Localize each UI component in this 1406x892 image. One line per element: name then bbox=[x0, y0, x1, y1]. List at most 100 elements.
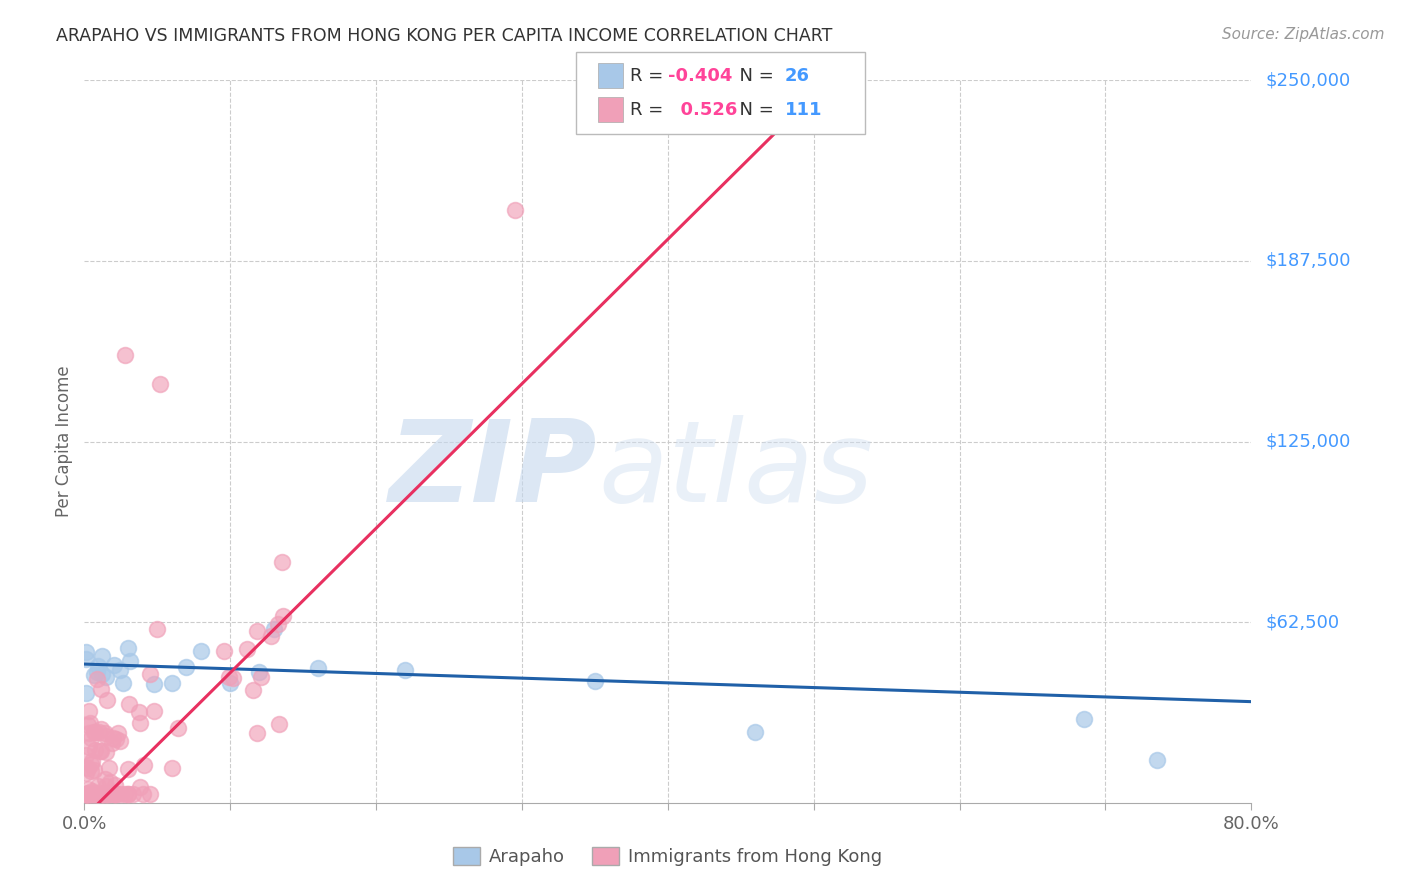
Point bbox=[143, 705, 166, 719]
Point bbox=[128, 780, 150, 794]
Point bbox=[94, 726, 117, 740]
Point bbox=[77, 762, 100, 776]
Point bbox=[222, 671, 245, 685]
Point bbox=[76, 787, 98, 801]
Point bbox=[83, 787, 105, 801]
Point bbox=[190, 644, 212, 658]
Point bbox=[75, 787, 97, 801]
Point bbox=[114, 787, 136, 801]
Point bbox=[114, 348, 136, 362]
Point bbox=[96, 729, 118, 743]
Text: R =: R = bbox=[630, 67, 669, 85]
Point bbox=[149, 376, 172, 391]
Point bbox=[117, 787, 139, 801]
Text: $250,000: $250,000 bbox=[1265, 71, 1351, 89]
Point bbox=[160, 761, 183, 775]
Point bbox=[266, 617, 288, 632]
Point bbox=[246, 624, 269, 639]
Point bbox=[84, 787, 107, 801]
Text: Source: ZipAtlas.com: Source: ZipAtlas.com bbox=[1222, 27, 1385, 42]
Legend: Arapaho, Immigrants from Hong Kong: Arapaho, Immigrants from Hong Kong bbox=[446, 839, 890, 873]
Point bbox=[86, 673, 108, 687]
Point bbox=[77, 787, 100, 801]
Point bbox=[212, 644, 235, 658]
Point bbox=[96, 693, 118, 707]
Point bbox=[1073, 711, 1095, 725]
Point bbox=[76, 787, 98, 801]
Point bbox=[132, 757, 155, 772]
Point bbox=[90, 787, 112, 801]
Point bbox=[80, 757, 103, 772]
Point bbox=[83, 764, 105, 778]
Point bbox=[75, 787, 97, 801]
Point bbox=[79, 715, 101, 730]
Point bbox=[94, 787, 117, 801]
Point bbox=[235, 641, 257, 656]
Point bbox=[219, 676, 242, 690]
Point bbox=[83, 667, 105, 681]
Point bbox=[260, 629, 283, 643]
Point bbox=[110, 787, 132, 801]
Point bbox=[82, 787, 104, 801]
Point bbox=[94, 745, 117, 759]
Point bbox=[75, 766, 97, 780]
Point bbox=[271, 608, 294, 623]
Point bbox=[105, 787, 128, 801]
Point bbox=[77, 717, 100, 731]
Point bbox=[76, 787, 98, 801]
Point bbox=[90, 681, 112, 696]
Point bbox=[90, 722, 112, 736]
Point bbox=[96, 670, 118, 684]
Point bbox=[104, 787, 127, 801]
Point bbox=[86, 658, 108, 673]
Point bbox=[111, 676, 134, 690]
Point bbox=[80, 787, 103, 801]
Point bbox=[583, 673, 606, 688]
Point bbox=[79, 787, 101, 801]
Point bbox=[246, 726, 269, 740]
Point bbox=[107, 725, 129, 739]
Point bbox=[77, 740, 100, 755]
Point bbox=[94, 779, 117, 793]
Y-axis label: Per Capita Income: Per Capita Income bbox=[55, 366, 73, 517]
Point bbox=[129, 716, 152, 731]
Point bbox=[98, 787, 121, 801]
Point bbox=[79, 787, 101, 801]
Point bbox=[103, 787, 125, 801]
Point bbox=[94, 772, 117, 786]
Point bbox=[91, 787, 114, 801]
Point bbox=[142, 677, 165, 691]
Point bbox=[263, 622, 285, 636]
Point bbox=[77, 787, 100, 801]
Point bbox=[80, 754, 103, 768]
Point bbox=[503, 203, 526, 218]
Point bbox=[117, 641, 139, 656]
Point bbox=[132, 787, 155, 801]
Point bbox=[90, 744, 112, 758]
Point bbox=[100, 786, 122, 800]
Point bbox=[86, 787, 108, 801]
Point bbox=[80, 784, 103, 798]
Point bbox=[91, 787, 114, 801]
Point bbox=[117, 762, 139, 776]
Text: 111: 111 bbox=[785, 101, 823, 119]
Point bbox=[128, 705, 150, 719]
Point bbox=[139, 667, 162, 681]
Point bbox=[76, 787, 98, 801]
Point bbox=[167, 721, 190, 735]
Point bbox=[139, 787, 162, 801]
Point bbox=[269, 716, 291, 731]
Point bbox=[1146, 754, 1168, 768]
Text: N =: N = bbox=[728, 67, 780, 85]
Text: $62,500: $62,500 bbox=[1265, 613, 1340, 632]
Point bbox=[75, 787, 97, 801]
Point bbox=[87, 725, 110, 739]
Point bbox=[75, 686, 97, 700]
Text: $187,500: $187,500 bbox=[1265, 252, 1351, 270]
Point bbox=[103, 658, 125, 673]
Text: $125,000: $125,000 bbox=[1265, 433, 1351, 450]
Point bbox=[75, 747, 97, 762]
Point bbox=[104, 778, 127, 792]
Point bbox=[75, 652, 97, 666]
Point bbox=[75, 787, 97, 801]
